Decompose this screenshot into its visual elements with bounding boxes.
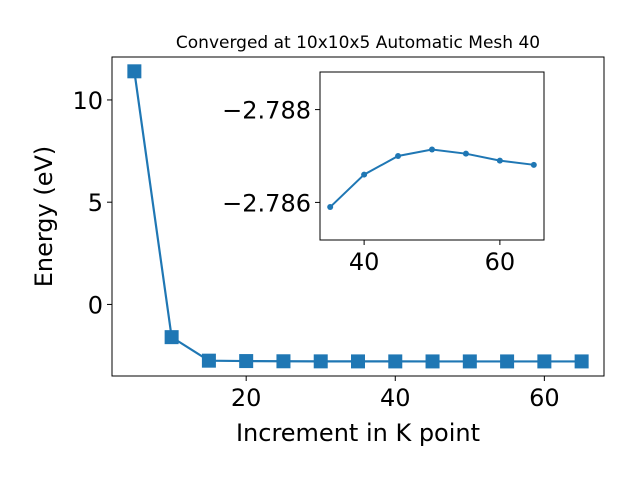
y-axis-label: Energy (eV) bbox=[30, 146, 58, 288]
data-marker bbox=[361, 171, 368, 178]
y-tick-label: 10 bbox=[72, 87, 103, 115]
data-marker bbox=[500, 354, 515, 369]
data-marker bbox=[327, 204, 334, 211]
data-marker bbox=[496, 157, 503, 164]
data-marker bbox=[574, 354, 589, 369]
data-marker bbox=[276, 354, 291, 369]
data-marker bbox=[530, 161, 537, 168]
data-marker bbox=[127, 64, 142, 79]
plot-area bbox=[319, 71, 545, 241]
x-tick-label: 40 bbox=[380, 384, 411, 412]
x-tick-label: 60 bbox=[485, 248, 516, 276]
data-marker bbox=[537, 354, 552, 369]
chart-title: Converged at 10x10x5 Automatic Mesh 40 bbox=[176, 33, 540, 53]
data-marker bbox=[201, 353, 216, 368]
x-tick-label: 60 bbox=[529, 384, 560, 412]
data-marker bbox=[239, 354, 254, 369]
data-marker bbox=[164, 330, 179, 345]
y-tick-label: 0 bbox=[88, 291, 103, 319]
x-axis-label: Increment in K point bbox=[236, 419, 480, 447]
data-marker bbox=[425, 354, 440, 369]
data-marker bbox=[388, 354, 403, 369]
data-marker bbox=[351, 354, 365, 369]
data-marker bbox=[395, 153, 402, 159]
y-tick-label: −2.786 bbox=[222, 189, 311, 217]
y-tick-label: 5 bbox=[88, 189, 103, 217]
data-marker bbox=[462, 150, 469, 157]
y-tick-label: −2.788 bbox=[222, 97, 311, 125]
data-marker bbox=[313, 354, 328, 369]
data-marker bbox=[429, 146, 435, 153]
data-marker bbox=[462, 354, 477, 369]
x-tick-label: 20 bbox=[231, 384, 262, 412]
x-tick-label: 40 bbox=[349, 248, 380, 276]
